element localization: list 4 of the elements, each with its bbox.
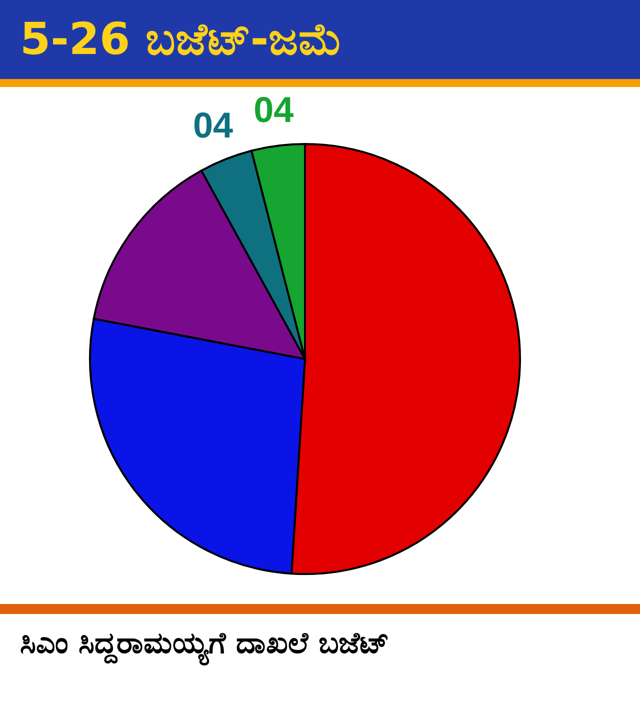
data-label: 04 (192, 104, 233, 146)
data-label: 04 (254, 88, 294, 130)
chart-title: 5-26 ಬಜೆಟ್-ಜಮೆ (0, 0, 640, 87)
text: ಸಿಎಂ ಸಿದ್ದರಾಮಯ್ಯಗೆ ದಾಖಲೆ ಬಜೆಟ್ (0, 604, 640, 673)
